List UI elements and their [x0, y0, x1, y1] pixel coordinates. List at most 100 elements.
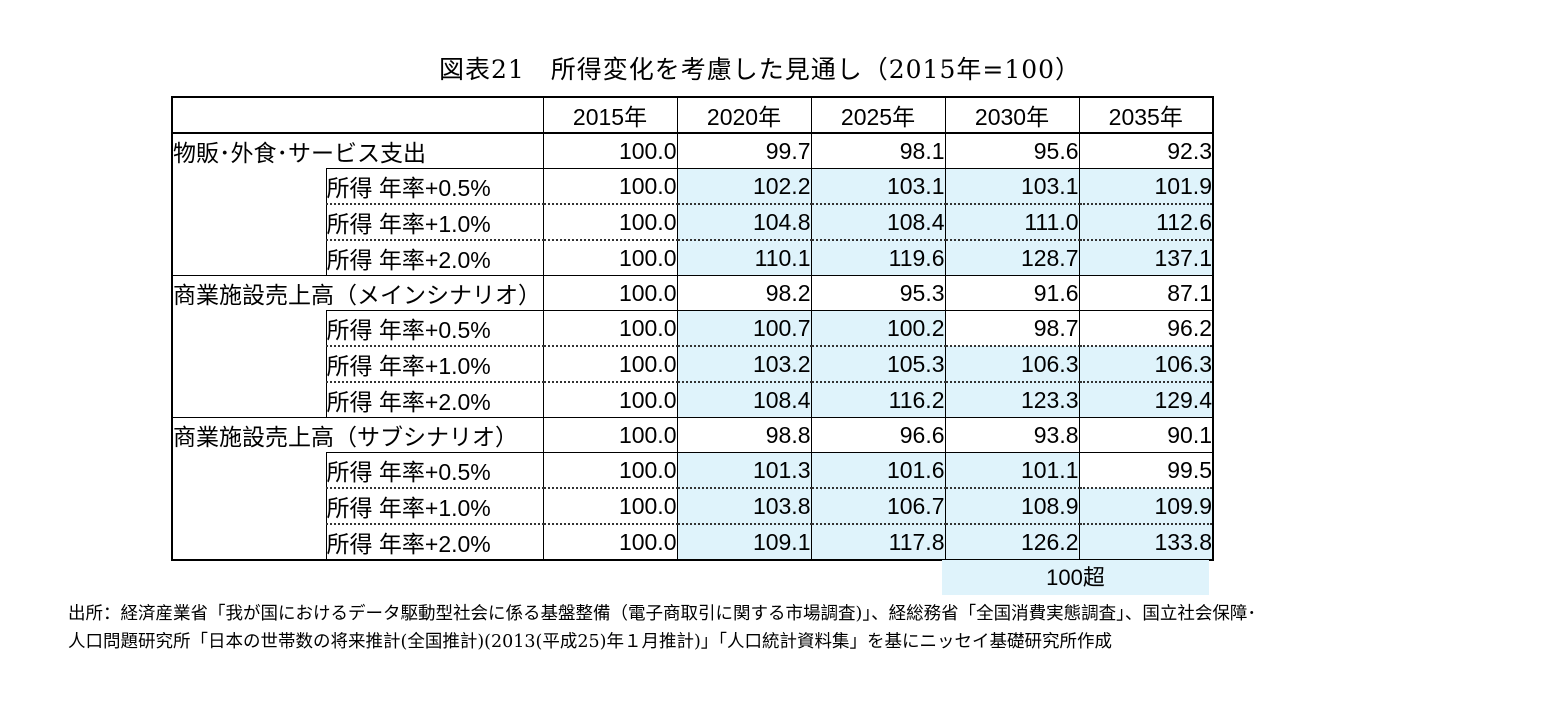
value-cell: 106.7 [810, 487, 946, 524]
value-cell: 95.3 [810, 275, 946, 311]
value-cell: 109.1 [676, 523, 812, 560]
group-label: 商業施設売上高（サブシナリオ） [172, 417, 543, 453]
value-cell: 108.4 [810, 203, 946, 240]
value-cell: 98.2 [676, 275, 812, 311]
sub-row: 所得 年率+0.5% 100.0 101.3 101.6 101.1 99.5 [172, 452, 1214, 489]
sub-row-label: 所得 年率+1.0% [325, 203, 543, 240]
value-cell: 133.8 [1078, 523, 1214, 560]
sub-row: 所得 年率+2.0% 100.0 110.1 119.6 128.7 137.1 [172, 239, 1214, 276]
value-cell: 98.8 [676, 417, 812, 453]
value-cell: 100.0 [542, 523, 678, 560]
value-cell: 100.0 [542, 203, 678, 240]
value-cell: 101.1 [944, 452, 1080, 488]
value-cell: 90.1 [1078, 417, 1214, 453]
sub-row: 所得 年率+1.0% 100.0 104.8 108.4 111.0 112.6 [172, 203, 1214, 240]
source-line-1: 出所：経済産業省「我が国におけるデータ駆動型社会に係る基盤整備（電子商取引に関す… [68, 604, 1257, 624]
value-cell: 100.0 [542, 168, 678, 204]
value-cell: 108.9 [944, 487, 1080, 524]
value-cell: 103.1 [810, 168, 946, 204]
value-cell: 104.8 [676, 203, 812, 240]
sub-row: 所得 年率+2.0% 100.0 109.1 117.8 126.2 133.8 [172, 523, 1214, 560]
value-cell: 109.9 [1078, 487, 1214, 524]
value-cell: 128.7 [944, 239, 1080, 276]
value-cell: 95.6 [944, 132, 1080, 169]
value-cell: 100.0 [542, 487, 678, 524]
value-cell: 93.8 [944, 417, 1080, 453]
sub-row-label: 所得 年率+2.0% [325, 523, 543, 560]
sub-row-label: 所得 年率+0.5% [325, 452, 543, 488]
value-cell: 100.0 [542, 275, 678, 311]
column-header: 2035年 [1078, 97, 1214, 134]
chart-title: 図表21 所得変化を考慮した見通し（2015年=100） [438, 55, 1082, 84]
value-cell: 99.7 [676, 132, 812, 169]
group-row: 物販･外食･サービス支出 100.0 99.7 98.1 95.6 92.3 [172, 132, 1214, 169]
header-blank-cell [172, 97, 543, 134]
value-cell: 100.0 [542, 381, 678, 418]
group-label: 商業施設売上高（メインシナリオ） [172, 275, 543, 311]
value-cell: 103.8 [676, 487, 812, 524]
value-cell: 100.0 [542, 417, 678, 453]
value-cell: 123.3 [944, 381, 1080, 418]
indent-cell [172, 524, 326, 560]
value-cell: 99.5 [1078, 452, 1214, 488]
indent-cell [172, 382, 326, 418]
value-cell: 100.7 [676, 310, 812, 346]
value-cell: 103.2 [676, 345, 812, 382]
value-cell: 102.2 [676, 168, 812, 204]
column-header: 2015年 [542, 97, 678, 134]
sub-row-label: 所得 年率+0.5% [325, 310, 543, 346]
group-row: 商業施設売上高（メインシナリオ） 100.0 98.2 95.3 91.6 87.1 [172, 275, 1214, 311]
value-cell: 126.2 [944, 523, 1080, 560]
value-cell: 116.2 [810, 381, 946, 418]
group-label: 物販･外食･サービス支出 [172, 132, 543, 169]
value-cell: 103.1 [944, 168, 1080, 204]
value-cell: 98.1 [810, 132, 946, 169]
value-cell: 100.0 [542, 132, 678, 169]
value-cell: 105.3 [810, 345, 946, 382]
sub-row: 所得 年率+1.0% 100.0 103.8 106.7 108.9 109.9 [172, 487, 1214, 524]
sub-row-label: 所得 年率+1.0% [325, 487, 543, 524]
value-cell: 100.0 [542, 452, 678, 488]
indent-cell [172, 488, 326, 524]
value-cell: 91.6 [944, 275, 1080, 311]
value-cell: 119.6 [810, 239, 946, 276]
source-note: 出所：経済産業省「我が国におけるデータ駆動型社会に係る基盤整備（電子商取引に関す… [68, 600, 1528, 656]
sub-row-label: 所得 年率+0.5% [325, 168, 543, 204]
value-cell: 137.1 [1078, 239, 1214, 276]
sub-row-label: 所得 年率+2.0% [325, 381, 543, 418]
value-cell: 101.9 [1078, 168, 1214, 204]
value-cell: 96.2 [1078, 310, 1214, 346]
sub-row: 所得 年率+2.0% 100.0 108.4 116.2 123.3 129.4 [172, 381, 1214, 418]
value-cell: 112.6 [1078, 203, 1214, 240]
column-header: 2030年 [944, 97, 1080, 134]
value-cell: 101.3 [676, 452, 812, 488]
value-cell: 87.1 [1078, 275, 1214, 311]
data-table: 2015年 2020年 2025年 2030年 2035年 物販･外食･サービス支出 100… [171, 96, 1214, 561]
source-line-2: 人口問題研究所「日本の世帯数の将来推計(全国推計)(2013(平成25)年１月推… [68, 632, 1113, 652]
value-cell: 108.4 [676, 381, 812, 418]
value-cell: 111.0 [944, 203, 1080, 240]
value-cell: 92.3 [1078, 132, 1214, 169]
value-cell: 100.2 [810, 310, 946, 346]
indent-cell [172, 453, 326, 489]
group-row: 商業施設売上高（サブシナリオ） 100.0 98.8 96.6 93.8 90.1 [172, 417, 1214, 453]
value-cell: 129.4 [1078, 381, 1214, 418]
value-cell: 110.1 [676, 239, 812, 276]
value-cell: 98.7 [944, 310, 1080, 346]
value-cell: 100.0 [542, 239, 678, 276]
value-cell: 101.6 [810, 452, 946, 488]
value-cell: 106.3 [1078, 345, 1214, 382]
column-header: 2020年 [676, 97, 812, 134]
indent-cell [172, 240, 326, 276]
indent-cell [172, 204, 326, 240]
header-row: 2015年 2020年 2025年 2030年 2035年 [172, 97, 1214, 134]
indent-cell [172, 169, 326, 205]
indent-cell [172, 346, 326, 382]
indent-cell [172, 311, 326, 347]
value-cell: 100.0 [542, 345, 678, 382]
sub-row-label: 所得 年率+2.0% [325, 239, 543, 276]
value-cell: 96.6 [810, 417, 946, 453]
sub-row: 所得 年率+0.5% 100.0 102.2 103.1 103.1 101.9 [172, 168, 1214, 205]
value-cell: 100.0 [542, 310, 678, 346]
value-cell: 106.3 [944, 345, 1080, 382]
